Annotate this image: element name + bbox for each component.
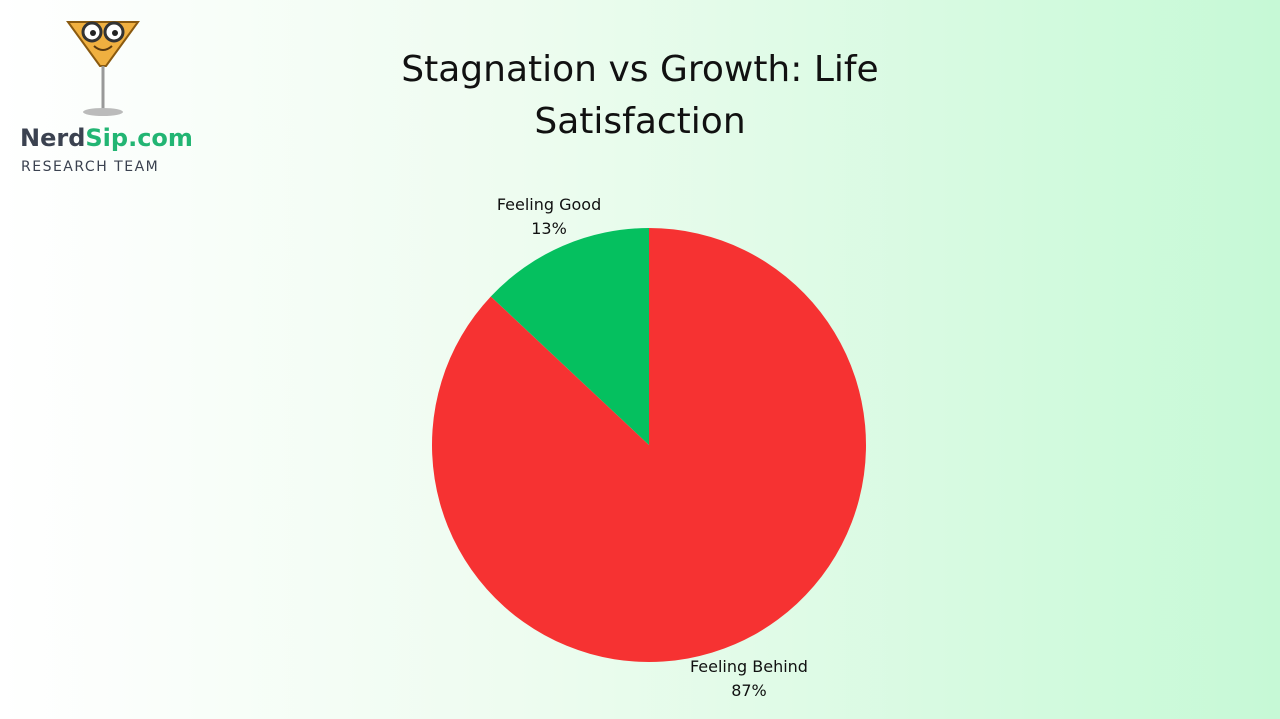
slice-value-label: 87% bbox=[731, 681, 767, 700]
logo-pupil bbox=[90, 30, 96, 36]
logo-tagline: RESEARCH TEAM bbox=[21, 159, 159, 175]
logo-base bbox=[83, 108, 123, 116]
logo-glass bbox=[66, 21, 140, 67]
logo-brand: NerdSip.com bbox=[20, 124, 193, 152]
logo-smile bbox=[93, 45, 113, 51]
logo-brand-green: Sip.com bbox=[85, 124, 193, 152]
pie-slice bbox=[490, 228, 649, 445]
slice-label: Feeling Behind bbox=[690, 657, 808, 676]
slice-label: Feeling Good bbox=[497, 195, 601, 214]
logo: NerdSip.com RESEARCH TEAM bbox=[20, 21, 193, 175]
logo-pupil bbox=[112, 30, 118, 36]
slice-value-label: 13% bbox=[531, 219, 567, 238]
logo-brand-dark: Nerd bbox=[20, 124, 85, 152]
chart-title: Stagnation vs Growth: Life Satisfaction bbox=[401, 49, 879, 142]
